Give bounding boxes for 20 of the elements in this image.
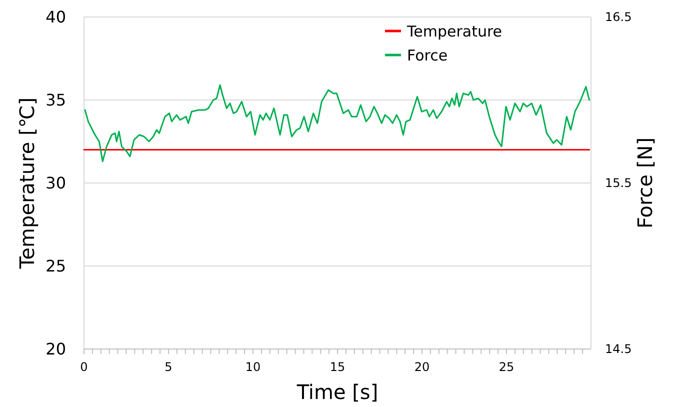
x-tick-label: 25 [498, 360, 514, 374]
y-tick-label: 40 [46, 8, 66, 27]
y-tick-label: 20 [46, 340, 66, 359]
x-tick-label: 10 [245, 360, 261, 374]
x-tick-label: 15 [330, 360, 346, 374]
y-tick-label: 35 [46, 90, 66, 110]
y2-tick-label: 14.5 [605, 342, 632, 356]
x-tick-label: 0 [80, 360, 88, 374]
y-tick-label: 25 [46, 256, 66, 276]
legend-label: Force [407, 46, 448, 64]
x-axis-title: Time [s] [296, 380, 378, 404]
y-axis-title: Temperature [℃] [15, 97, 39, 270]
line-series [84, 84, 590, 162]
legend-label: Temperature [406, 22, 502, 40]
y2-axis-title: Force [N] [633, 137, 657, 229]
x-tick-label: 5 [164, 360, 172, 374]
y-tick-label: 30 [46, 174, 66, 193]
y2-tick-label: 15.5 [605, 176, 632, 190]
x-tick-label: 20 [414, 360, 430, 374]
y2-tick-label: 16.5 [605, 10, 632, 24]
